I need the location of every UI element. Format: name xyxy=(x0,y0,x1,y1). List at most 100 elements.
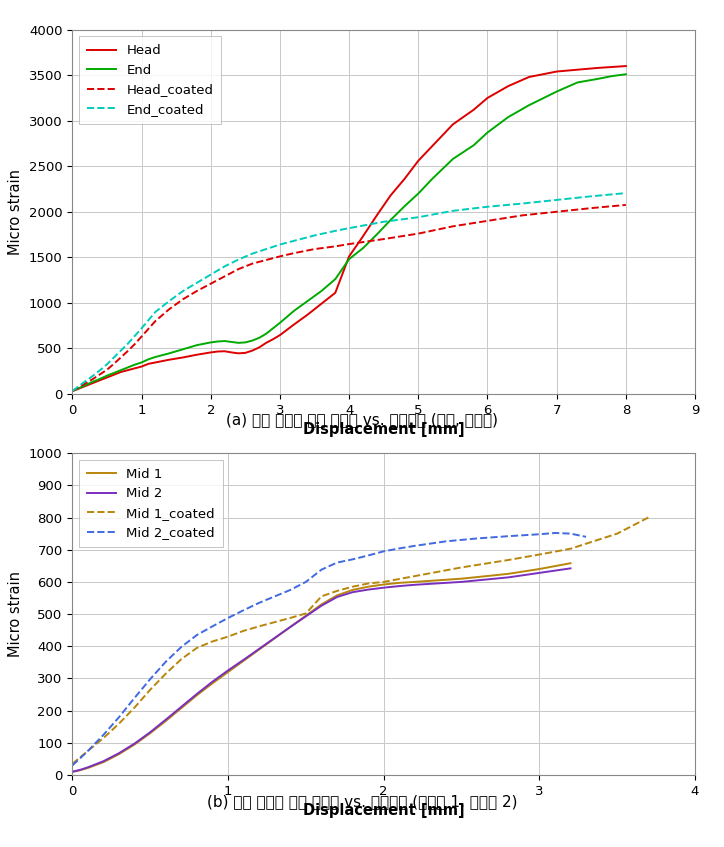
End_coated xyxy=(123,339,132,349)
End xyxy=(276,318,285,328)
Head_coated xyxy=(75,382,84,392)
Head_coated xyxy=(123,346,132,356)
Line: Head_coated: Head_coated xyxy=(72,205,626,391)
Head_coated xyxy=(276,252,285,262)
Mid 1_coated xyxy=(644,512,653,523)
Mid 1 xyxy=(363,582,372,592)
End xyxy=(262,329,271,339)
End xyxy=(525,100,534,110)
Mid 2 xyxy=(566,563,575,573)
End xyxy=(552,86,561,97)
Mid 2_coated xyxy=(301,577,310,587)
Mid 1_coated xyxy=(114,718,123,728)
Head_coated xyxy=(248,258,256,268)
End_coated xyxy=(414,212,423,222)
End xyxy=(358,243,367,253)
End_coated xyxy=(262,244,271,254)
Mid 1_coated xyxy=(161,668,170,678)
Head xyxy=(234,348,243,358)
Mid 2 xyxy=(239,655,248,665)
Head xyxy=(607,62,616,72)
X-axis label: Displacement [mm]: Displacement [mm] xyxy=(303,803,465,818)
Mid 2_coated xyxy=(114,712,123,722)
End xyxy=(227,337,236,347)
Head_coated xyxy=(310,244,319,254)
Mid 1 xyxy=(271,633,279,644)
End xyxy=(193,340,201,350)
End xyxy=(82,379,90,390)
Mid 2 xyxy=(99,756,108,767)
Mid 1 xyxy=(535,564,544,574)
Head xyxy=(117,367,125,377)
Mid 2_coated xyxy=(317,565,326,575)
Text: (b) 코팅 유무에 따른 변형률 vs. 전단변위 (중간부 1, 중간부 2): (b) 코팅 유무에 따른 변형률 vs. 전단변위 (중간부 1, 중간부 2… xyxy=(207,794,517,810)
End xyxy=(151,352,160,362)
Head_coated xyxy=(331,241,340,252)
Mid 2_coated xyxy=(76,753,85,763)
End_coated xyxy=(552,195,561,205)
Head xyxy=(103,373,111,383)
End_coated xyxy=(331,226,340,236)
X-axis label: Displacement [mm]: Displacement [mm] xyxy=(303,422,465,437)
Mid 2_coated xyxy=(379,546,388,556)
End xyxy=(165,348,174,358)
End xyxy=(414,188,423,198)
Mid 1_coated xyxy=(613,529,621,539)
End_coated xyxy=(151,307,160,317)
Mid 1_coated xyxy=(317,591,326,601)
Head_coated xyxy=(518,210,526,220)
End xyxy=(138,357,146,368)
End xyxy=(594,74,602,84)
Line: End_coated: End_coated xyxy=(72,193,626,391)
Mid 1_coated xyxy=(130,702,139,712)
Mid 2_coated xyxy=(442,536,450,546)
Mid 2 xyxy=(177,701,185,711)
End xyxy=(75,383,84,393)
Mid 1_coated xyxy=(504,555,513,565)
End xyxy=(144,354,153,364)
Mid 1_coated xyxy=(177,654,185,664)
End xyxy=(621,69,630,80)
Head xyxy=(220,346,229,357)
Line: Head: Head xyxy=(72,66,626,391)
Mid 2 xyxy=(114,748,123,758)
Mid 1 xyxy=(566,558,575,568)
Mid 2_coated xyxy=(193,630,201,640)
Mid 1_coated xyxy=(333,586,342,596)
Mid 1_coated xyxy=(411,571,419,581)
Head_coated xyxy=(414,229,423,239)
Mid 1_coated xyxy=(458,562,466,573)
End xyxy=(214,336,222,346)
Mid 1 xyxy=(395,578,404,588)
End_coated xyxy=(68,386,77,396)
Mid 2_coated xyxy=(84,745,93,756)
Head_coated xyxy=(587,203,596,213)
Head_coated xyxy=(179,294,188,304)
End_coated xyxy=(96,365,104,375)
Mid 1 xyxy=(286,622,295,632)
Head_coated xyxy=(449,221,458,231)
Head xyxy=(96,375,104,385)
End xyxy=(255,333,264,343)
Mid 1 xyxy=(348,584,357,595)
Mid 2 xyxy=(271,633,279,643)
Head xyxy=(109,369,118,379)
Mid 1 xyxy=(317,600,326,610)
Line: Mid 1_coated: Mid 1_coated xyxy=(72,518,649,764)
Mid 1_coated xyxy=(535,550,544,560)
End_coated xyxy=(379,217,388,227)
Head_coated xyxy=(621,200,630,210)
Mid 1_coated xyxy=(224,632,232,642)
Mid 2 xyxy=(68,767,77,777)
Head xyxy=(227,347,236,357)
Mid 1_coated xyxy=(255,621,264,631)
End xyxy=(248,335,256,346)
Mid 1 xyxy=(209,678,217,689)
Head xyxy=(372,210,381,220)
Line: Mid 1: Mid 1 xyxy=(72,563,571,772)
Head xyxy=(525,72,534,82)
Mid 2 xyxy=(348,587,357,597)
Head_coated xyxy=(68,386,77,396)
End_coated xyxy=(75,380,84,390)
Head xyxy=(317,299,326,309)
